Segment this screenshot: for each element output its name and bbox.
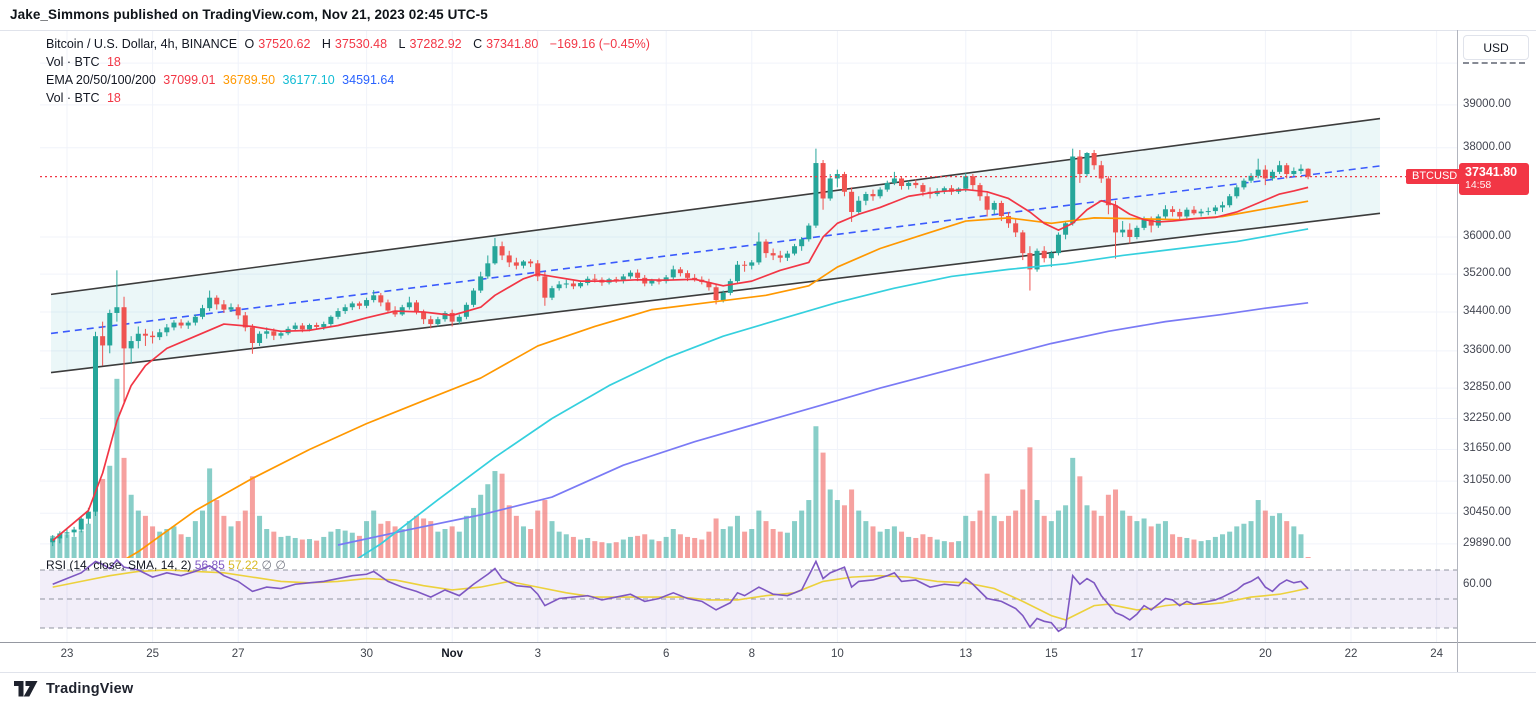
rsi-legend-row[interactable]: RSI (14, close, SMA, 14, 2) 56.85 57.22 …: [46, 558, 286, 572]
volume-value-2: 18: [106, 91, 121, 105]
time-axis-label: 25: [146, 648, 159, 660]
ema200-value: 34591.64: [342, 73, 395, 87]
ema20-line: [52, 186, 1309, 542]
ema200-line: [337, 301, 1309, 546]
time-axis-label: 8: [748, 648, 755, 660]
symbol-price-line-badge: BTCUSD: [1406, 169, 1464, 184]
currency-toggle-button[interactable]: USD: [1463, 35, 1529, 60]
ema-legend-row[interactable]: EMA 20/50/100/200 37099.01 36789.50 3617…: [46, 73, 398, 87]
ohlc-close: C 37341.80: [473, 37, 539, 51]
price-axis-label: 31650.00: [1463, 442, 1511, 455]
tradingview-logo-icon: [14, 681, 38, 697]
price-axis-label: 32250.00: [1463, 411, 1511, 424]
volume-value: 18: [106, 55, 121, 69]
price-axis-label: 34400.00: [1463, 305, 1511, 317]
ohlc-high: H 37530.48: [321, 37, 388, 51]
symbol-legend-row[interactable]: Bitcoin / U.S. Dollar, 4h, BINANCE O 3752…: [46, 37, 654, 51]
rsi-ma-value: 57.22: [228, 558, 259, 572]
price-axis-label: 31050.00: [1463, 474, 1511, 487]
price-axis-label: 29890.00: [1463, 536, 1511, 549]
time-axis-label: 30: [360, 648, 373, 660]
ema50-value: 36789.50: [222, 73, 276, 87]
chart-top-border: [0, 30, 1536, 31]
time-axis-label: Nov: [441, 648, 464, 660]
ohlc-open: O 37520.62: [244, 37, 311, 51]
ema100-line: [357, 228, 1309, 558]
byline: Jake_Simmons published on TradingView.co…: [10, 7, 488, 22]
chart-bottom-border: [0, 672, 1536, 673]
time-axis-label: 24: [1430, 648, 1443, 660]
symbol-title: Bitcoin / U.S. Dollar, 4h, BINANCE: [46, 37, 238, 51]
price-axis-label: 38000.00: [1463, 140, 1511, 153]
rsi-value: 56.85: [194, 558, 225, 572]
hidden-price-label-dashes: [1463, 62, 1525, 64]
candle-countdown: 14:58: [1465, 179, 1492, 192]
last-price-axis-badge: 37341.80 14:58: [1459, 163, 1529, 195]
rsi-label: RSI: [46, 558, 67, 572]
time-axis-label: 15: [1044, 648, 1058, 660]
volume-legend-row-1[interactable]: Vol · BTC 18: [46, 55, 125, 69]
price-axis-label: 30450.00: [1463, 506, 1511, 519]
price-axis-label: 35200.00: [1463, 267, 1511, 280]
price-axis-label: 39000.00: [1463, 97, 1511, 110]
rsi-params: (14, close, SMA, 14, 2): [69, 558, 192, 572]
ema100-value: 36177.10: [282, 73, 335, 87]
price-axis-separator: [1457, 30, 1458, 672]
volume-label-2: Vol · BTC: [46, 91, 100, 105]
ohlc-low: L 37282.92: [398, 37, 462, 51]
volume-bars: [50, 378, 1311, 558]
rsi-pane: [40, 559, 1457, 633]
ema50-line: [125, 200, 1309, 558]
price-axis-label: 36000.00: [1463, 230, 1511, 242]
tradingview-brand-text: TradingView: [46, 681, 134, 697]
time-axis-label: 20: [1258, 648, 1272, 660]
ema20-value: 37099.01: [163, 73, 216, 87]
volume-label: Vol · BTC: [46, 55, 100, 69]
last-price-value: 37341.80: [1465, 165, 1518, 179]
price-axis-label: 32850.00: [1463, 381, 1511, 394]
time-axis-label: 17: [1130, 648, 1144, 660]
tradingview-footer-logo[interactable]: TradingView: [14, 680, 133, 698]
ema-lines: [52, 186, 1309, 558]
change-value: −169.16 (−0.45%): [549, 37, 650, 51]
ema-label: EMA 20/50/100/200: [46, 73, 156, 87]
rsi-empty-icon-2: ∅: [275, 558, 286, 572]
price-axis-label: 33600.00: [1463, 343, 1511, 356]
time-axis-label: 23: [60, 648, 74, 660]
time-axis-label: 22: [1344, 648, 1358, 660]
time-axis-label: 3: [534, 648, 541, 660]
rsi-axis-label: 60.00: [1463, 578, 1492, 590]
rsi-empty-icon-1: ∅: [261, 558, 272, 572]
time-axis-label: 13: [959, 648, 973, 660]
volume-legend-row-2[interactable]: Vol · BTC 18: [46, 91, 125, 105]
time-axis-label: 6: [662, 648, 670, 660]
rsi-line: [52, 559, 1309, 633]
time-axis-label: 27: [231, 648, 245, 660]
time-axis-separator: [0, 642, 1536, 643]
time-axis-label: 10: [830, 648, 844, 660]
